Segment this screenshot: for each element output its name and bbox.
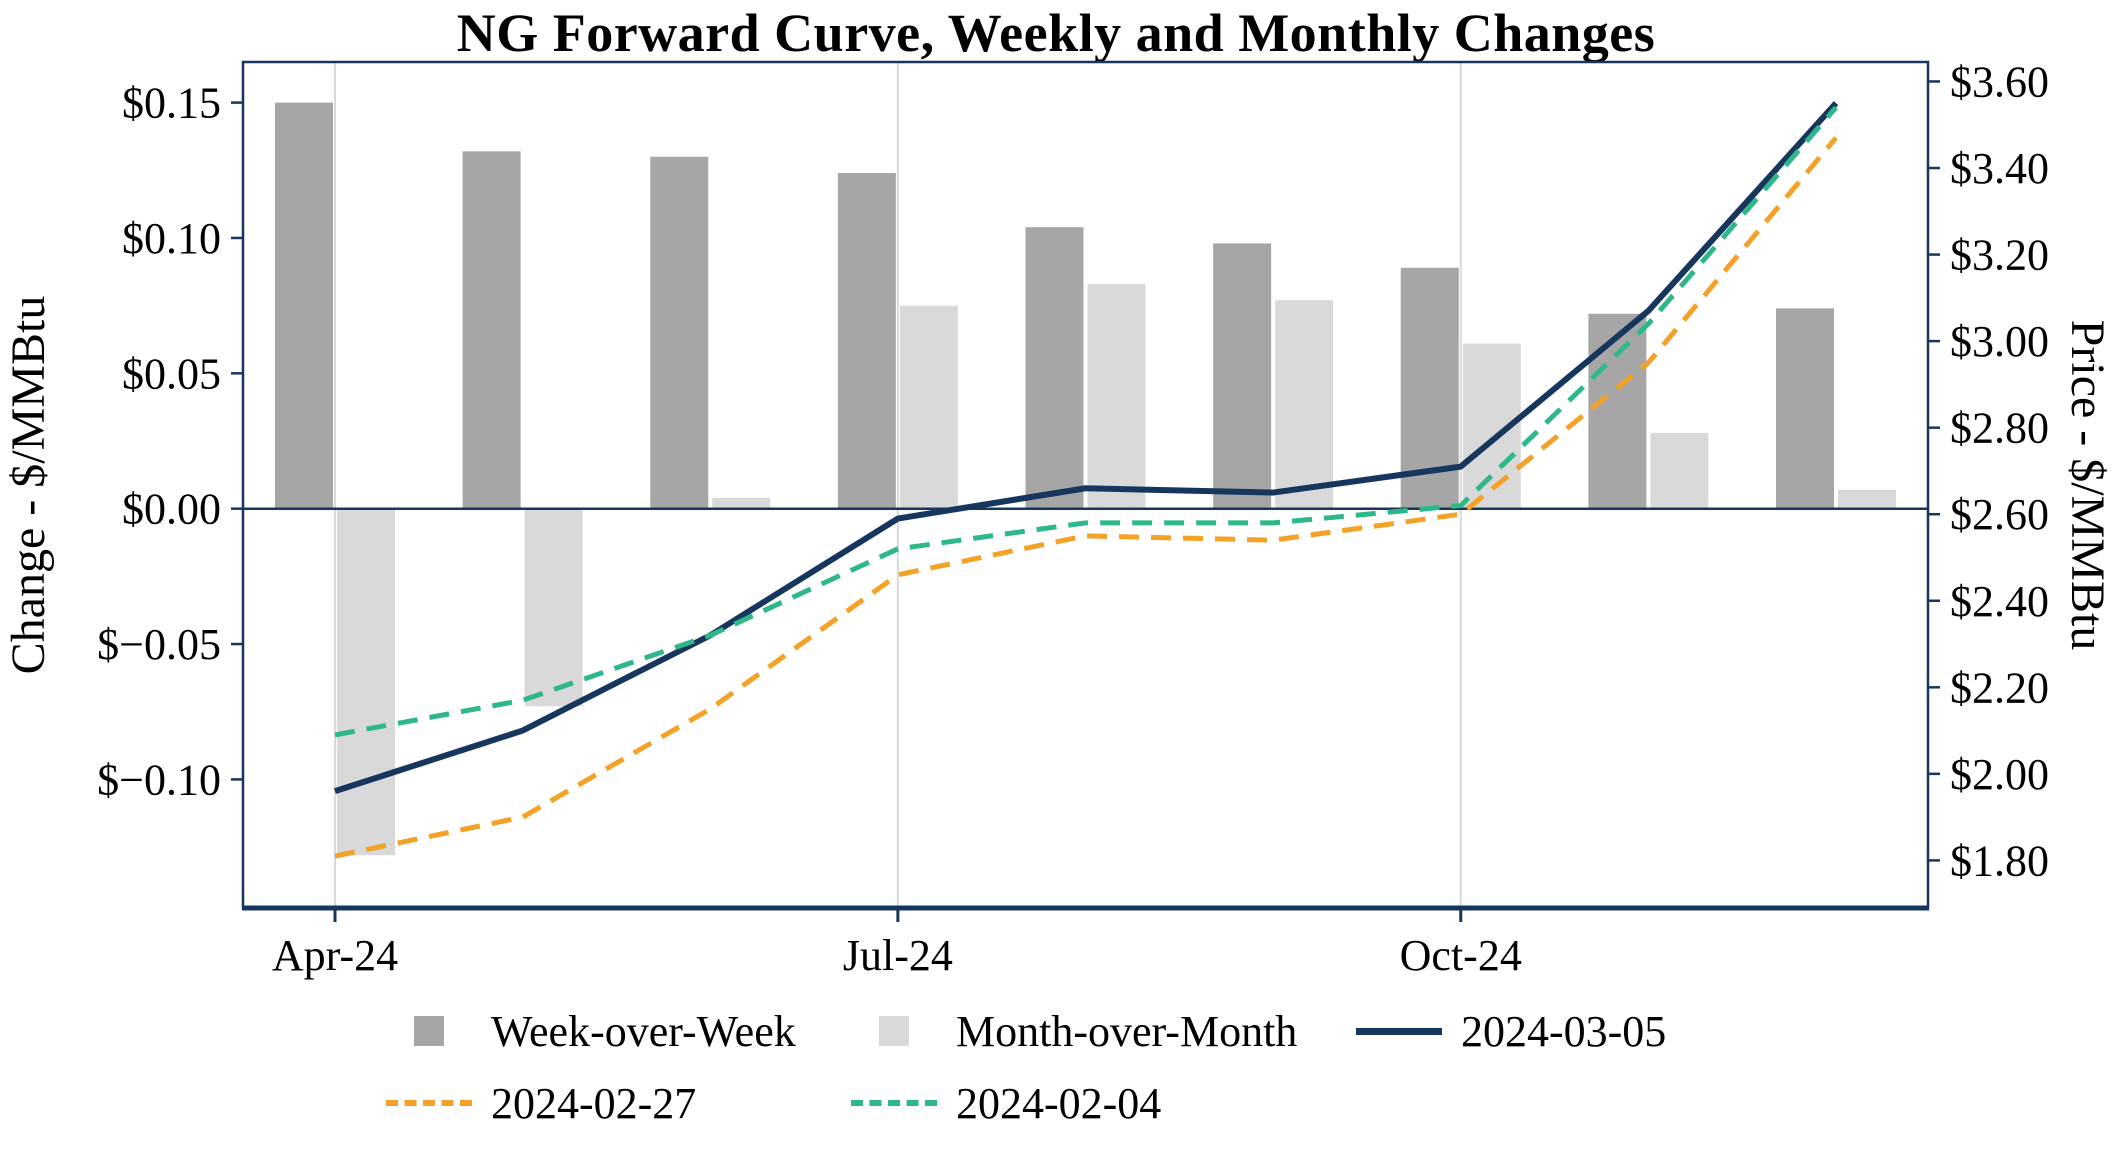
- legend-swatch-box: [1346, 1027, 1451, 1035]
- bar: [1776, 308, 1834, 509]
- legend-label-2024-02-04: 2024-02-04: [956, 1078, 1162, 1128]
- legend-item-2024-03-05: 2024-03-05: [1346, 1002, 1736, 1060]
- x-tick-label: Jul-24: [843, 931, 953, 980]
- left-axis-label: Change - $/MMBtu: [2, 296, 55, 675]
- month-over-month-swatch-icon: [878, 1016, 909, 1046]
- legend-grid: Week-over-Week Month-over-Month 2024-03-…: [376, 1002, 1736, 1132]
- left-tick-label: $0.00: [122, 485, 221, 534]
- right-tick-label: $2.60: [1950, 490, 2049, 539]
- line-2024-02-04: [334, 105, 1838, 738]
- bar: [1650, 432, 1709, 509]
- right-axis-label: Price - $/MMBtu: [2061, 320, 2112, 651]
- chart-title: NG Forward Curve, Weekly and Monthly Cha…: [456, 3, 1656, 63]
- bar: [524, 508, 583, 707]
- bar: [1588, 313, 1647, 509]
- bar: [1025, 227, 1084, 509]
- right-tick-label: $2.20: [1950, 663, 2049, 712]
- legend-label-week-over-week: Week-over-Week: [491, 1006, 796, 1056]
- forward-curve-chart: $0.15 $0.10 $0.05 $0.00 $−0.05 $−0.10 $3.60 $3.…: [2, 57, 2112, 980]
- dashed-line-swatch-icon: [850, 1100, 937, 1106]
- bar: [462, 151, 521, 509]
- right-tick-label: $1.80: [1950, 836, 2049, 885]
- bar: [899, 305, 958, 509]
- chart-legend: Week-over-Week Month-over-Month 2024-03-…: [0, 1002, 2112, 1132]
- dashed-line-swatch-icon: [385, 1100, 472, 1106]
- week-over-week-swatch-icon: [413, 1016, 444, 1046]
- legend-swatch-box: [841, 1100, 946, 1106]
- legend-item-2024-02-04: 2024-02-04: [841, 1074, 1346, 1132]
- right-tick-label: $2.80: [1950, 404, 2049, 453]
- gridlines: [334, 62, 1462, 908]
- left-tick-label: $0.10: [122, 214, 221, 263]
- legend-label-2024-03-05: 2024-03-05: [1461, 1006, 1667, 1056]
- bar: [1213, 243, 1272, 509]
- right-tick-label: $2.00: [1950, 750, 2049, 799]
- bar: [337, 508, 395, 856]
- line-2024-02-27: [334, 136, 1838, 859]
- legend-label-month-over-month: Month-over-Month: [956, 1006, 1298, 1056]
- bar: [837, 172, 896, 509]
- legend-swatch-box: [376, 1100, 481, 1106]
- legend-swatch-box: [376, 1016, 481, 1046]
- legend-item-2024-02-27: 2024-02-27: [376, 1074, 841, 1132]
- right-tick-label: $3.40: [1950, 144, 2049, 193]
- legend-item-month-over-month: Month-over-Month: [841, 1002, 1346, 1060]
- x-tick-label: Apr-24: [272, 931, 398, 980]
- solid-line-swatch-icon: [1355, 1027, 1442, 1035]
- left-tick-label: $−0.05: [97, 620, 221, 669]
- bar: [1838, 489, 1896, 509]
- bars-month-over-month: [337, 283, 1896, 856]
- right-tick-label: $3.20: [1950, 231, 2049, 280]
- right-tick-label: $2.40: [1950, 577, 2049, 626]
- x-tick-label: Oct-24: [1400, 931, 1522, 980]
- bar: [1087, 283, 1146, 509]
- line-2024-03-05: [334, 101, 1839, 795]
- legend-item-week-over-week: Week-over-Week: [376, 1002, 841, 1060]
- bar: [1275, 300, 1334, 509]
- right-tick-label: $3.00: [1950, 317, 2049, 366]
- left-tick-label: $0.05: [122, 349, 221, 398]
- left-tick-label: $0.15: [122, 79, 221, 128]
- legend-swatch-box: [841, 1016, 946, 1046]
- bar: [712, 497, 771, 509]
- bar: [275, 102, 333, 509]
- bar: [650, 156, 709, 509]
- left-tick-label: $−0.10: [97, 755, 221, 804]
- right-tick-label: $3.60: [1950, 57, 2049, 106]
- bars-week-over-week: [275, 102, 1834, 509]
- legend-label-2024-02-27: 2024-02-27: [491, 1078, 697, 1128]
